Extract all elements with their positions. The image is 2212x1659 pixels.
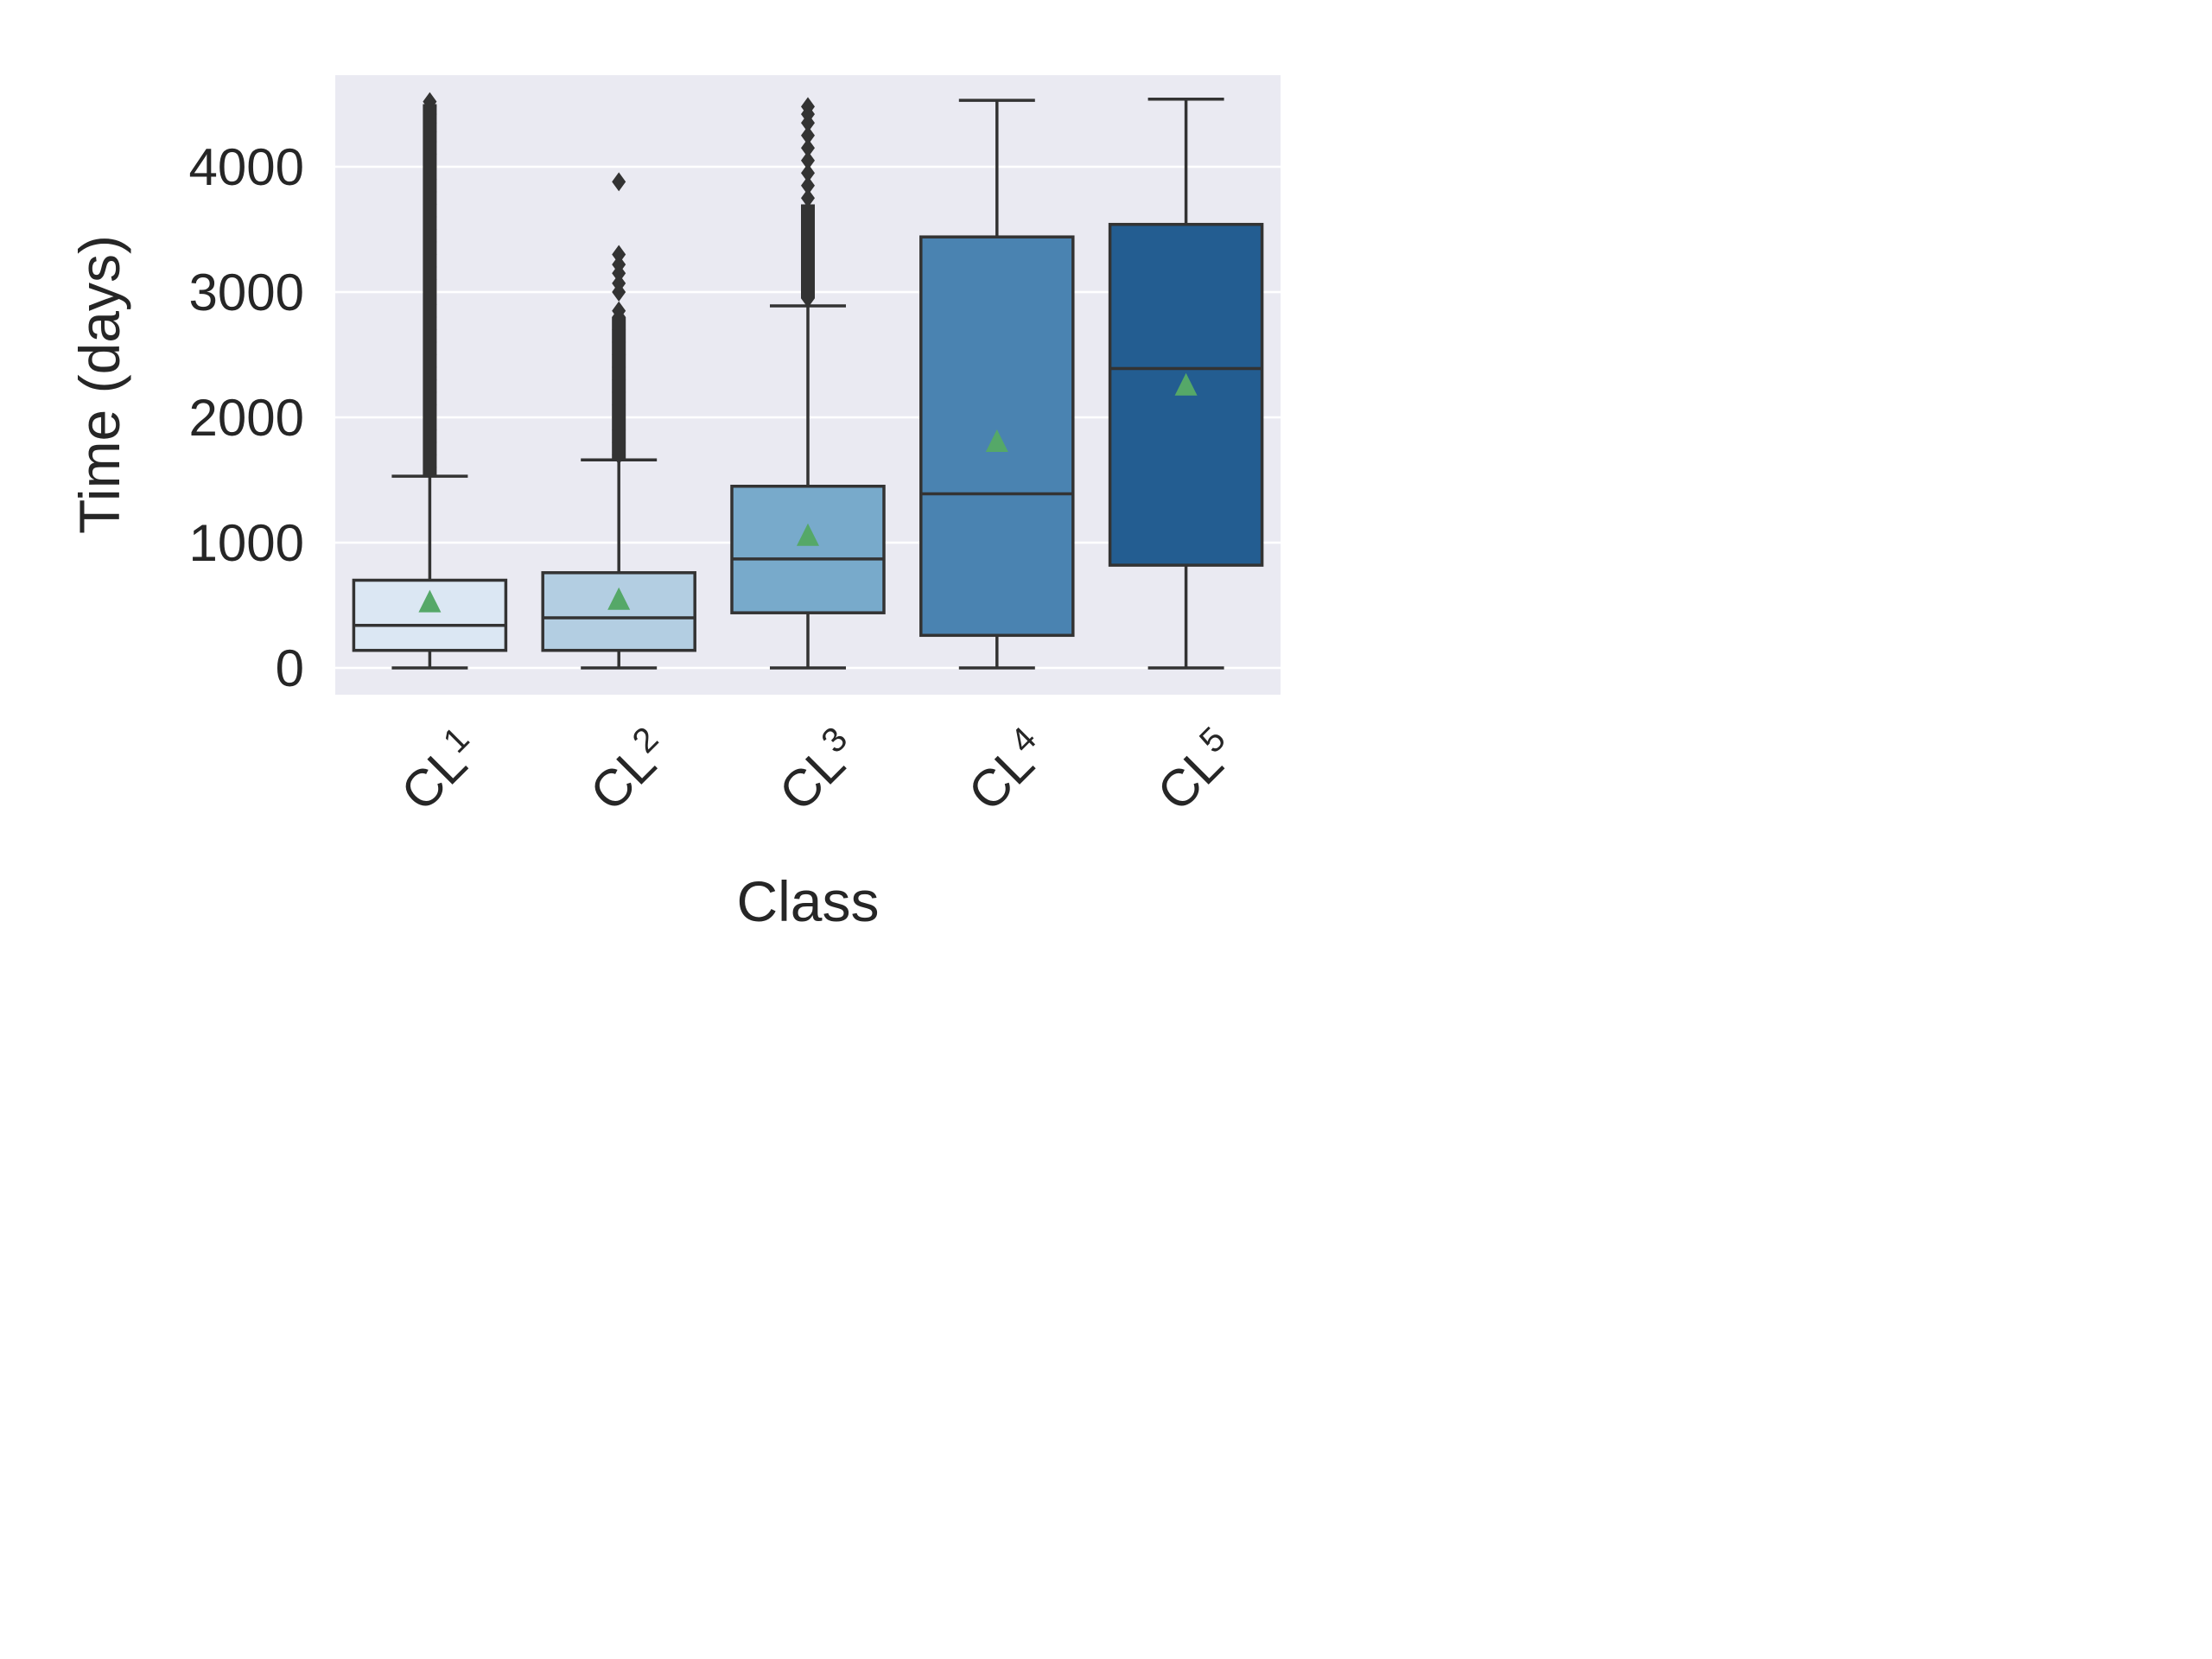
y-tick-label-1000: 1000 xyxy=(189,514,304,572)
outlier-point-2-9 xyxy=(612,333,626,352)
x-tick-labels: CL1 CL2 CL3 CL4 CL5 xyxy=(390,720,1248,822)
outlier-point-1-10 xyxy=(423,333,437,352)
x-tick-label-4: CL4 xyxy=(957,720,1058,822)
outlier-point-3-12 xyxy=(801,138,815,158)
outlier-point-1-15 xyxy=(423,270,437,289)
outlier-point-2-2 xyxy=(612,420,626,440)
mean-marker-2 xyxy=(607,587,631,610)
outlier-point-3-7 xyxy=(801,200,815,220)
outlier-point-3-5 xyxy=(801,226,815,245)
outlier-point-1-21 xyxy=(423,194,437,214)
mean-marker-1 xyxy=(418,589,442,613)
outlier-point-2-16 xyxy=(612,255,626,275)
box-group-4 xyxy=(919,99,1075,670)
y-tick-label-4000: 4000 xyxy=(189,138,304,196)
x-tick-label-1: CL1 xyxy=(390,720,492,822)
outlier-point-2-14 xyxy=(612,273,626,293)
outlier-point-2-7 xyxy=(612,358,626,377)
box-2 xyxy=(541,571,696,652)
outlier-point-3-13 xyxy=(801,125,815,145)
outlier-point-1-13 xyxy=(423,295,437,315)
outlier-point-1-20 xyxy=(423,207,437,226)
outlier-point-2-12 xyxy=(612,301,626,321)
y-axis-title: Time (days) xyxy=(67,235,131,534)
outlier-point-1-8 xyxy=(423,358,437,377)
box-group-5 xyxy=(1108,97,1264,670)
y-tick-labels: 0 1000 2000 3000 4000 xyxy=(189,138,304,697)
outlier-point-3-4 xyxy=(801,238,815,258)
outlier-point-1-0 xyxy=(423,458,437,477)
outlier-point-2-1 xyxy=(612,433,626,452)
mean-marker-3 xyxy=(797,523,819,546)
outlier-point-1-24 xyxy=(423,157,437,176)
outlier-point-3-9 xyxy=(801,175,815,195)
outlier-point-3-16 xyxy=(801,97,815,117)
x-tick-label-2: CL2 xyxy=(578,720,680,822)
y-tick-label-2000: 2000 xyxy=(189,389,304,447)
outlier-point-1-9 xyxy=(423,345,437,365)
outlier-point-1-1 xyxy=(423,445,437,465)
outlier-point-1-7 xyxy=(423,370,437,390)
outlier-point-2-0 xyxy=(612,445,626,465)
box-group-3 xyxy=(730,97,886,670)
outlier-point-2-6 xyxy=(612,370,626,390)
x-axis-title: Class xyxy=(736,869,879,933)
outlier-point-2-3 xyxy=(612,408,626,427)
outlier-point-2-8 xyxy=(612,345,626,365)
mean-marker-4 xyxy=(985,429,1008,452)
outlier-point-1-14 xyxy=(423,283,437,302)
mean-marker-5 xyxy=(1174,372,1198,396)
outlier-point-2-18 xyxy=(612,172,626,192)
outlier-point-1-22 xyxy=(423,182,437,201)
box-3 xyxy=(730,485,886,614)
y-tick-label-3000: 3000 xyxy=(189,264,304,321)
outlier-point-3-1 xyxy=(801,276,815,296)
outlier-point-1-25 xyxy=(423,144,437,164)
outlier-point-1-2 xyxy=(423,433,437,452)
outlier-point-1-11 xyxy=(423,320,437,340)
outlier-point-2-4 xyxy=(612,395,626,415)
outlier-point-1-16 xyxy=(423,257,437,276)
box-group-1 xyxy=(352,92,508,670)
outlier-point-3-0 xyxy=(801,289,815,308)
outlier-point-1-19 xyxy=(423,219,437,239)
outlier-point-1-6 xyxy=(423,383,437,402)
outlier-point-1-5 xyxy=(423,395,437,415)
outlier-point-1-18 xyxy=(423,232,437,251)
boxes xyxy=(352,92,1264,670)
outlier-point-3-2 xyxy=(801,264,815,283)
y-tick-label-0: 0 xyxy=(276,639,304,697)
outlier-point-3-11 xyxy=(801,150,815,170)
outlier-point-1-12 xyxy=(423,308,437,327)
outlier-point-2-5 xyxy=(612,383,626,402)
outlier-point-1-26 xyxy=(423,132,437,151)
outlier-point-3-6 xyxy=(801,213,815,233)
outlier-point-3-3 xyxy=(801,251,815,270)
box-group-2 xyxy=(541,172,696,670)
outlier-point-1-3 xyxy=(423,420,437,440)
outlier-point-2-17 xyxy=(612,245,626,264)
x-tick-label-3: CL3 xyxy=(767,720,869,822)
outlier-point-1-17 xyxy=(423,245,437,264)
outlier-point-3-8 xyxy=(801,188,815,208)
outlier-point-2-10 xyxy=(612,320,626,340)
outlier-point-3-10 xyxy=(801,163,815,183)
outlier-point-1-23 xyxy=(423,169,437,189)
x-tick-label-5: CL5 xyxy=(1146,720,1248,822)
outlier-point-1-4 xyxy=(423,408,437,427)
outlier-point-1-31 xyxy=(423,92,437,111)
